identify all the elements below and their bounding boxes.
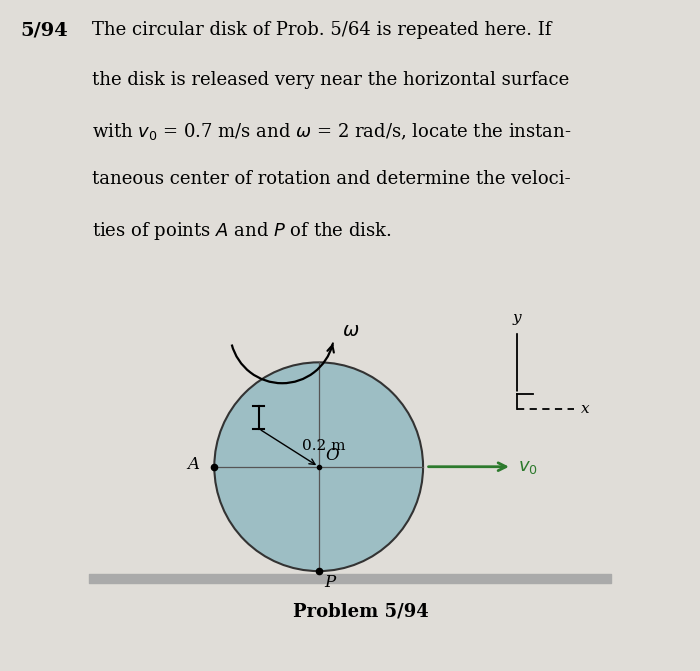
- Text: $v_0$: $v_0$: [518, 458, 538, 476]
- Text: A: A: [188, 456, 200, 473]
- Text: The circular disk of Prob. 5/64 is repeated here. If: The circular disk of Prob. 5/64 is repea…: [92, 21, 552, 39]
- Text: taneous center of rotation and determine the veloci-: taneous center of rotation and determine…: [92, 170, 570, 189]
- Text: P: P: [324, 574, 335, 591]
- Text: Problem 5/94: Problem 5/94: [293, 603, 428, 621]
- Text: O: O: [325, 447, 339, 464]
- Text: ties of points $A$ and $P$ of the disk.: ties of points $A$ and $P$ of the disk.: [92, 220, 392, 242]
- Text: $\omega$: $\omega$: [342, 322, 359, 340]
- Text: 0.2 m: 0.2 m: [302, 440, 345, 454]
- Text: 5/94: 5/94: [21, 21, 69, 39]
- Text: with $v_0$ = 0.7 m/s and $\omega$ = 2 rad/s, locate the instan-: with $v_0$ = 0.7 m/s and $\omega$ = 2 ra…: [92, 121, 571, 142]
- Text: x: x: [581, 403, 589, 416]
- Circle shape: [214, 362, 423, 571]
- Text: the disk is released very near the horizontal surface: the disk is released very near the horiz…: [92, 71, 569, 89]
- Text: y: y: [512, 311, 522, 325]
